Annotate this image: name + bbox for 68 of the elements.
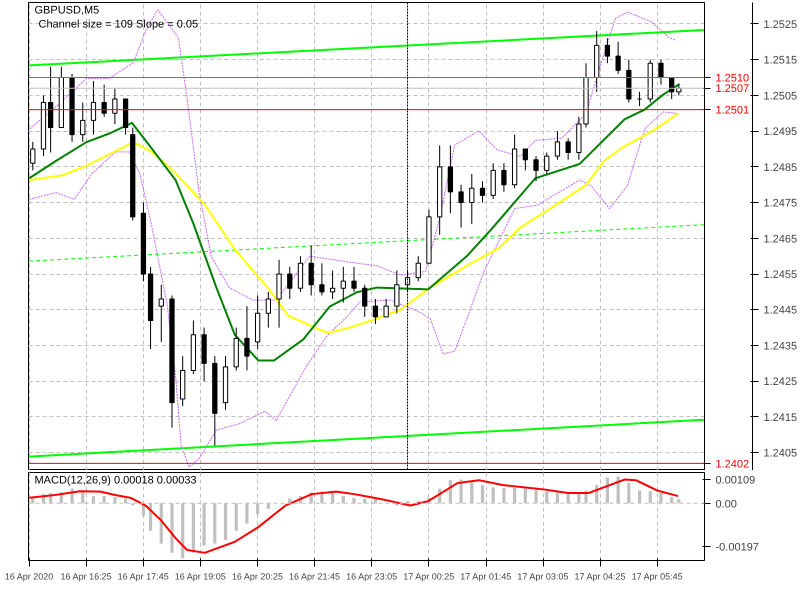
candlestick (102, 84, 107, 118)
ref-line-label: 1.2501 (716, 104, 750, 117)
x-tick-label: 17 Apr 05:45 (632, 572, 683, 582)
y-tick-label: 0.00109 (716, 474, 756, 486)
candlestick (90, 80, 96, 136)
candlestick (501, 162, 507, 192)
line-series (28, 111, 679, 468)
candlestick (287, 266, 292, 300)
candlestick (615, 41, 621, 74)
candlestick (480, 180, 486, 204)
candlestick (522, 148, 528, 171)
annotation: Channel size = 109 Slope = 0.05 (38, 18, 198, 30)
candlestick (416, 256, 421, 282)
x-tick-label: 16 Apr 17:45 (118, 572, 169, 582)
x-tick-label: 16 Apr 2020 (4, 572, 54, 582)
ref-line-label: 1.2507 (716, 83, 750, 96)
y-tick-label: 0.00 (716, 498, 737, 510)
candlestick (112, 88, 118, 124)
candlestick (362, 284, 368, 318)
x-tick-label: 17 Apr 01:45 (460, 572, 512, 582)
candlestick (308, 244, 314, 296)
candlestick (80, 102, 86, 142)
candlestick (158, 284, 164, 342)
candlestick (544, 152, 550, 174)
candlestick (604, 38, 610, 64)
y-tick-label: 1.2515 (764, 54, 798, 67)
chart-title: MACD(12,26,9) 0.00018 0.00033 (34, 474, 197, 486)
y-tick-label: 1.2425 (764, 376, 798, 388)
y-tick-label: 1.2445 (764, 304, 798, 317)
candlestick (340, 266, 346, 304)
x-tick-label: 16 Apr 20:25 (232, 572, 283, 582)
y-tick-label: 1.2485 (764, 162, 798, 174)
y-tick-label: 1.2475 (764, 198, 798, 210)
ref-line-label: 1.2510 (716, 72, 750, 85)
candlestick (469, 173, 474, 224)
line-series (28, 112, 680, 334)
candlestick (266, 291, 271, 328)
candlestick (533, 156, 539, 182)
line-series (28, 82, 681, 362)
candlestick (458, 184, 464, 228)
y-tick-label: 1.2525 (764, 18, 798, 31)
y-tick-label: 1.2495 (764, 126, 798, 138)
x-tick-label: 16 Apr 16:25 (60, 572, 112, 582)
y-tick-label: 1.2415 (764, 412, 798, 424)
candlestick (554, 130, 560, 160)
y-tick-label: 1.2505 (764, 90, 798, 102)
candlestick (244, 306, 250, 371)
candlestick (658, 59, 664, 86)
ref-line-label: 1.2402 (716, 458, 750, 470)
y-tick-label: -0.00197 (716, 542, 759, 554)
x-tick-label: 16 Apr 23:05 (346, 572, 398, 582)
chart-title: GBPUSD,M5 (34, 4, 100, 16)
x-tick-label: 16 Apr 19:05 (174, 572, 226, 582)
y-tick-label: 1.2405 (764, 448, 798, 460)
candlestick (394, 270, 400, 314)
x-tick-label: 17 Apr 00:25 (403, 572, 454, 582)
candlestick (372, 298, 378, 325)
x-tick-label: 16 Apr 21:45 (288, 572, 340, 582)
y-tick-label: 1.2455 (764, 269, 798, 282)
y-tick-label: 1.2465 (764, 233, 798, 246)
candlestick (383, 298, 389, 318)
x-tick-label: 17 Apr 04:25 (574, 572, 626, 582)
x-tick-label: 17 Apr 03:05 (517, 572, 568, 582)
candlestick (566, 138, 571, 160)
candlestick (319, 262, 325, 296)
candlestick (351, 266, 357, 292)
candlestick (330, 270, 336, 300)
y-tick-label: 1.2435 (764, 340, 798, 352)
